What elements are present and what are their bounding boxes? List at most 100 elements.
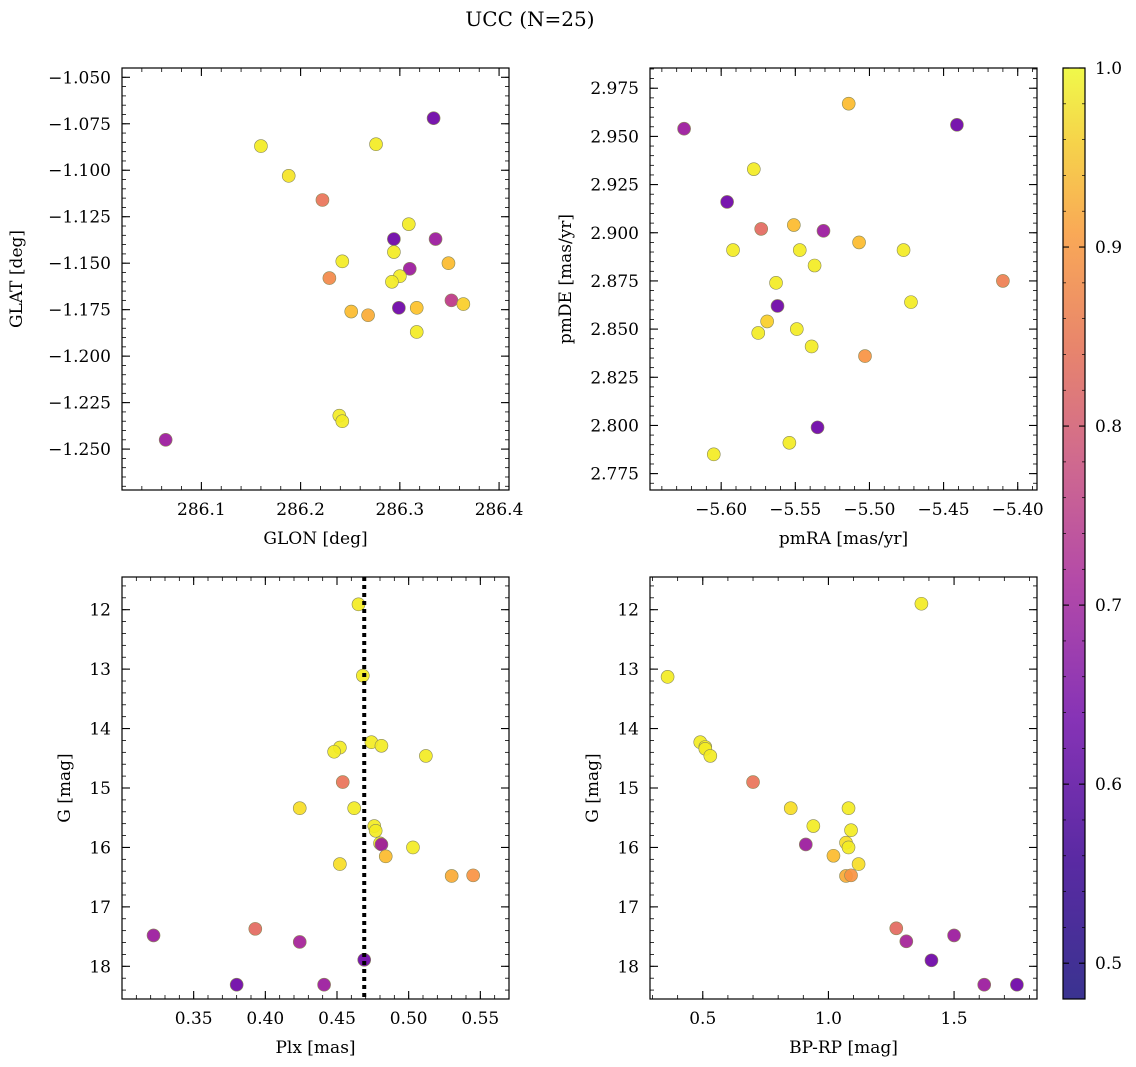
y-tick-label: −1.250: [48, 440, 111, 460]
data-point: [409, 325, 424, 339]
data-point: [706, 447, 721, 462]
x-tick-label: 286.3: [376, 500, 425, 520]
colorbar-gradient: [1062, 67, 1086, 1000]
y-tick-label: 2.800: [590, 416, 639, 436]
data-point: [844, 868, 858, 883]
data-point: [254, 139, 268, 153]
data-point: [333, 857, 347, 871]
data-point: [841, 840, 856, 855]
colorbar-tick-label: 0.9: [1095, 238, 1122, 258]
data-point: [804, 339, 819, 354]
y-tick-label: 13: [89, 660, 111, 680]
x-tick-label: 286.1: [177, 500, 226, 520]
data-point: [751, 326, 766, 340]
x-tick-label: 286.2: [276, 500, 325, 520]
data-point: [444, 293, 459, 308]
data-point: [787, 218, 801, 232]
data-point: [844, 823, 858, 838]
data-point: [792, 243, 807, 257]
data-point: [322, 271, 337, 285]
data-point: [292, 935, 307, 949]
colorbar: 0.5 0.6 0.7 0.8 0.9 1.0: [1062, 59, 1122, 1000]
data-point: [807, 258, 822, 273]
data-point: [677, 121, 691, 136]
data-point: [335, 254, 350, 269]
x-tick-label: 286.4: [475, 500, 524, 520]
figure-title: UCC (N=25): [465, 7, 594, 31]
y-tick-label: −1.225: [48, 394, 111, 414]
axes-frame: [121, 576, 510, 1000]
data-point: [783, 801, 798, 816]
y-tick-label: 13: [617, 660, 639, 680]
x-tick-label: 0.5: [689, 1009, 716, 1029]
data-point: [361, 308, 375, 323]
x-tick-label: −5.60: [695, 500, 747, 520]
colorbar-tick-label: 1.0: [1095, 59, 1122, 79]
data-point: [1010, 977, 1024, 992]
data-point: [806, 819, 821, 833]
data-point: [947, 928, 961, 943]
data-point: [385, 274, 399, 289]
data-point: [409, 301, 424, 315]
x-tick-label: −5.50: [843, 500, 895, 520]
points: [677, 96, 1010, 462]
data-point: [769, 276, 783, 290]
panel-bprp-g: 0.5 1.0 1.5 12 13 14 15 16 17 18 BP-RP [mag] G [mag…: [583, 576, 1038, 1058]
panel-glon-glat: 286.1 286.2 286.3 286.4 −1.050 −1.075 −1.100 −1…: [7, 67, 524, 549]
axes-frame: [649, 576, 1038, 1000]
data-point: [914, 596, 929, 611]
data-point: [402, 261, 417, 276]
axes-frame: [649, 67, 1038, 491]
colorbar-tick-label: 0.6: [1095, 775, 1122, 795]
x-tick-label: 0.40: [246, 1009, 284, 1029]
data-point: [146, 928, 161, 943]
y-tick-label: 2.900: [590, 224, 639, 244]
data-point: [924, 953, 939, 968]
y-tick-label: 2.775: [590, 465, 639, 485]
y-tick-label: −1.050: [48, 68, 111, 88]
data-point: [720, 195, 734, 209]
y-tick-label: −1.175: [48, 301, 111, 321]
x-axis-label: Plx [mas]: [275, 1038, 355, 1058]
x-tick-label: −5.40: [992, 500, 1044, 520]
y-tick-label: 2.925: [590, 176, 639, 196]
data-point: [726, 243, 740, 257]
data-point: [826, 848, 841, 863]
x-axis-label: GLON [deg]: [263, 529, 367, 549]
data-point: [426, 111, 441, 125]
colorbar-tick-label: 0.8: [1095, 417, 1122, 437]
data-point: [387, 245, 401, 259]
data-point: [799, 837, 813, 852]
panel-plx-g: 0.35 0.40 0.45 0.50 0.55 12 13 14 15 16 17 18 Plx [m…: [55, 576, 510, 1058]
y-tick-label: 14: [617, 720, 639, 740]
data-point: [889, 921, 904, 936]
data-point: [977, 977, 992, 992]
x-tick-label: 1.0: [815, 1009, 842, 1029]
x-tick-label: 0.50: [390, 1009, 428, 1029]
y-axis-label: G [mag]: [583, 753, 603, 822]
data-point: [899, 934, 914, 949]
y-tick-label: 12: [89, 601, 111, 621]
y-tick-label: −1.200: [48, 347, 111, 367]
data-point: [344, 304, 359, 319]
data-point: [378, 849, 393, 864]
data-point: [789, 322, 804, 336]
y-tick-label: −1.075: [48, 115, 111, 135]
data-point: [292, 801, 307, 816]
data-point: [317, 977, 331, 992]
data-point: [456, 297, 471, 311]
data-point: [281, 169, 296, 183]
y-tick-label: −1.150: [48, 254, 111, 274]
y-tick-label: 17: [617, 898, 639, 918]
data-point: [996, 274, 1010, 288]
data-point: [950, 118, 964, 132]
data-point: [841, 96, 856, 111]
data-point: [816, 224, 831, 238]
axes-frame: [121, 67, 510, 491]
data-point: [852, 235, 866, 250]
x-tick-label: 0.55: [461, 1009, 499, 1029]
points: [660, 596, 1024, 992]
y-tick-label: 2.875: [590, 272, 639, 292]
y-tick-label: 14: [89, 720, 111, 740]
